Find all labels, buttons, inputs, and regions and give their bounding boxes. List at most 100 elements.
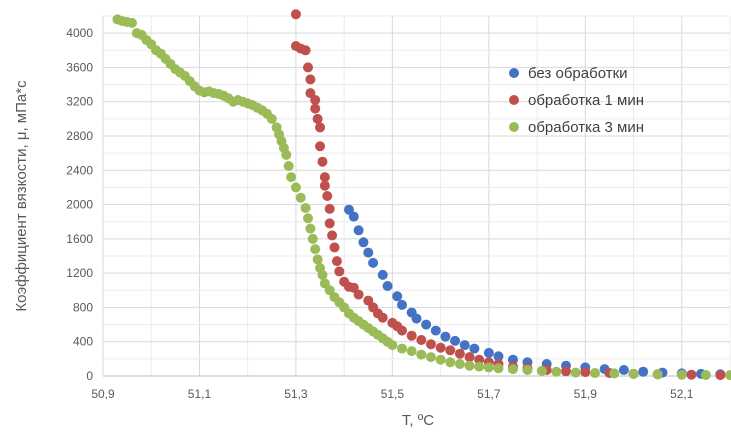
data-point — [474, 354, 485, 365]
data-point — [327, 230, 338, 241]
y-axis-title: Коэффициент вязкости, μ, мПа*с — [13, 80, 30, 312]
data-point — [454, 348, 465, 359]
data-point — [312, 113, 323, 124]
data-point — [483, 362, 494, 373]
data-point — [464, 360, 475, 371]
data-point — [353, 225, 364, 236]
data-point — [618, 365, 629, 375]
y-tick-label: 2400 — [66, 163, 93, 177]
data-point — [561, 366, 572, 377]
data-point — [334, 266, 345, 277]
legend-marker — [509, 68, 519, 78]
data-point — [387, 340, 398, 351]
data-points — [112, 9, 731, 381]
data-point — [686, 369, 697, 380]
legend-label: обработка 3 мин — [528, 119, 644, 136]
data-point — [425, 352, 436, 363]
data-point — [406, 346, 417, 357]
data-point — [435, 342, 446, 353]
x-tick-label: 51,3 — [284, 387, 308, 401]
data-point — [281, 149, 292, 160]
data-point — [319, 172, 330, 183]
data-point — [329, 242, 340, 253]
data-point — [126, 17, 137, 28]
data-point — [286, 172, 297, 183]
y-tick-label: 1600 — [66, 232, 93, 246]
data-point — [450, 335, 461, 346]
data-point — [551, 366, 562, 377]
data-point — [324, 218, 335, 229]
data-point — [315, 122, 326, 133]
data-point — [459, 340, 470, 351]
data-point — [290, 182, 301, 193]
data-point — [317, 269, 328, 280]
data-point — [358, 237, 369, 248]
data-point — [430, 325, 441, 336]
y-tick-label: 400 — [73, 335, 93, 349]
y-tick-label: 3600 — [66, 60, 93, 74]
data-point — [295, 192, 306, 203]
data-point — [469, 343, 480, 354]
data-point — [421, 319, 432, 330]
data-point — [382, 281, 393, 291]
data-point — [507, 364, 518, 375]
series-3 — [112, 14, 731, 381]
data-point — [305, 74, 316, 85]
data-point — [507, 354, 518, 365]
data-point — [317, 156, 328, 167]
data-point — [302, 213, 313, 224]
data-point — [425, 339, 436, 350]
y-tick-label: 3200 — [66, 95, 93, 109]
data-point — [302, 62, 313, 73]
data-point — [368, 257, 379, 268]
data-point — [493, 363, 504, 374]
data-point — [638, 366, 649, 377]
data-point — [411, 313, 422, 324]
y-tick-label: 1200 — [66, 266, 93, 280]
data-point — [305, 223, 316, 234]
data-point — [700, 369, 711, 380]
data-point — [363, 247, 374, 258]
grid-lines — [102, 15, 731, 377]
x-axis-title: T, ºC — [402, 412, 434, 429]
data-point — [536, 365, 547, 376]
data-point — [483, 347, 494, 358]
data-point — [300, 203, 311, 213]
x-tick-label: 51,1 — [188, 387, 212, 401]
data-point — [315, 141, 326, 152]
data-point — [725, 370, 731, 381]
y-tick-labels: 0 400 800 1200 1600 2000 2400 2800 3200 3600 4000 — [66, 26, 93, 383]
data-point — [353, 289, 364, 300]
x-tick-labels: 50,9 51,1 51,3 51,5 51,7 51,9 52,1 — [91, 387, 693, 401]
data-point — [266, 113, 277, 124]
data-point — [319, 180, 330, 191]
data-point — [397, 325, 408, 336]
data-point — [324, 203, 335, 214]
x-tick-label: 52,1 — [670, 387, 694, 401]
y-tick-label: 0 — [86, 369, 93, 383]
data-point — [445, 345, 456, 356]
data-point — [322, 191, 333, 201]
series-2 — [290, 9, 726, 381]
data-point — [522, 365, 533, 375]
data-point — [435, 354, 446, 365]
y-tick-label: 800 — [73, 300, 93, 314]
data-point — [454, 359, 465, 369]
legend-label: обработка 1 мин — [528, 92, 644, 109]
legend-marker — [509, 95, 519, 105]
data-point — [628, 368, 639, 379]
x-tick-label: 51,7 — [477, 387, 501, 401]
data-point — [331, 256, 342, 267]
legend-label: без обработки — [528, 65, 628, 82]
data-point — [312, 254, 323, 265]
y-tick-label: 2800 — [66, 129, 93, 143]
data-point — [300, 45, 311, 56]
data-point — [445, 357, 456, 368]
data-point — [609, 368, 620, 379]
data-point — [440, 331, 451, 342]
legend-marker — [509, 122, 519, 132]
x-tick-label: 51,5 — [381, 387, 405, 401]
data-point — [715, 370, 726, 381]
y-tick-label: 2000 — [66, 198, 93, 212]
